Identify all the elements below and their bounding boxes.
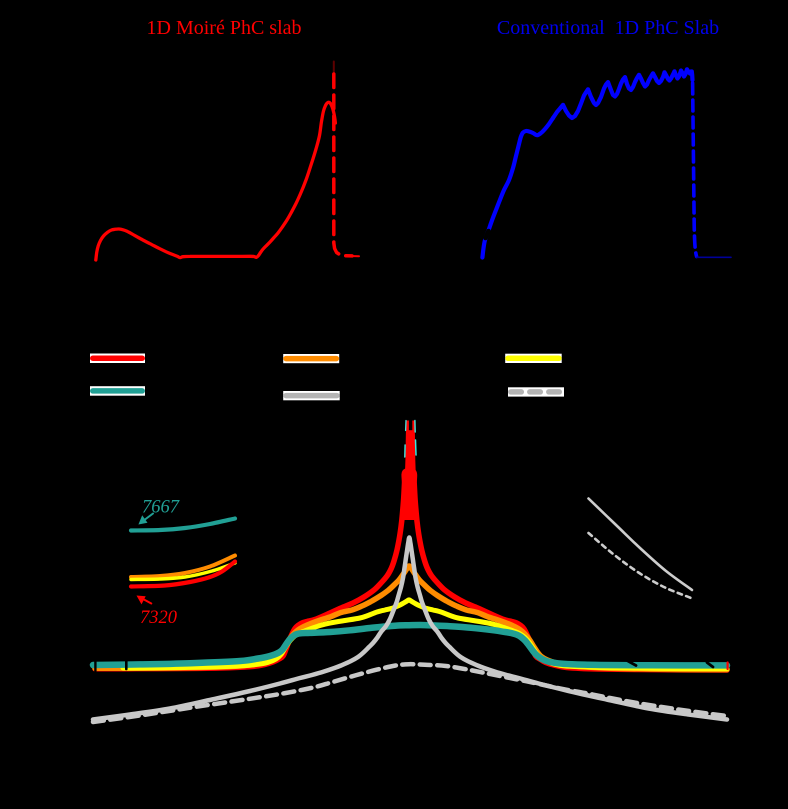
- svg-text:7667: 7667: [142, 498, 180, 518]
- svg-text:1D Moiré PhC slab: 1D Moiré PhC slab: [147, 17, 302, 39]
- svg-text:Conventional 1D PhC Slab: Conventional 1D PhC Slab: [497, 17, 719, 39]
- svg-text:7320: 7320: [140, 608, 178, 628]
